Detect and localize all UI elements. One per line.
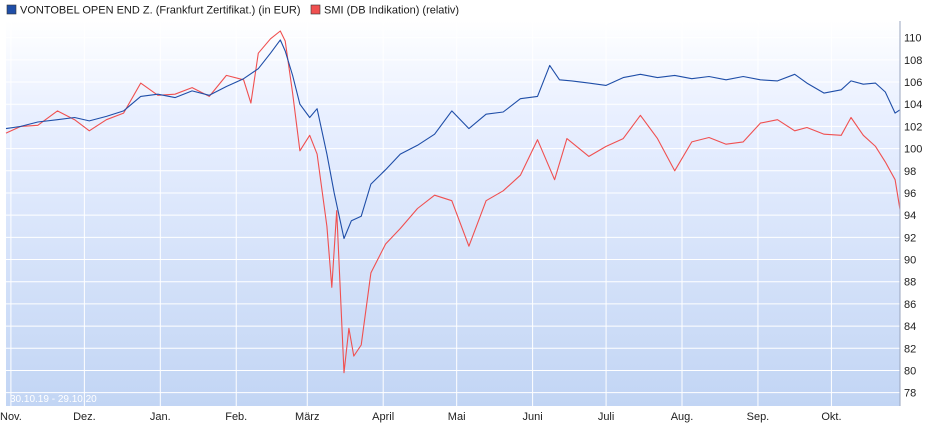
x-tick-label: Juni	[523, 411, 543, 423]
date-range-label: 30.10.19 - 29.10.20	[10, 394, 97, 405]
y-tick-label: 96	[904, 188, 916, 200]
y-tick-label: 82	[904, 343, 916, 355]
y-tick-label: 108	[904, 55, 922, 67]
x-tick-label: Juli	[598, 411, 615, 423]
y-tick-label: 92	[904, 232, 916, 244]
x-tick-label: Nov.	[0, 411, 22, 423]
x-tick-label: April	[372, 411, 394, 423]
y-tick-label: 88	[904, 277, 916, 289]
legend: VONTOBEL OPEN END Z. (Frankfurt Zertifik…	[6, 4, 459, 17]
y-tick-label: 84	[904, 321, 916, 333]
y-tick-label: 98	[904, 166, 916, 178]
y-axis: 78 80 82 84 86 88 90 92 94 96 98 100 102 104 106 108 110	[899, 21, 922, 406]
y-tick-label: 100	[904, 144, 922, 156]
x-tick-label: Sep.	[747, 411, 770, 423]
x-tick-label: Okt.	[821, 411, 841, 423]
legend-swatch-smi	[310, 4, 321, 15]
plot-background	[6, 21, 900, 406]
series-line-smi	[5, 30, 901, 374]
y-tick-label: 102	[904, 121, 922, 133]
legend-swatch-vontobel	[6, 4, 17, 15]
x-tick-label: Feb.	[225, 411, 247, 423]
x-tick-label: März	[295, 411, 319, 423]
legend-label-smi: SMI (DB Indikation) (relativ)	[324, 5, 459, 17]
legend-label-vontobel: VONTOBEL OPEN END Z. (Frankfurt Zertifik…	[20, 5, 301, 17]
y-tick-label: 104	[904, 99, 922, 111]
y-tick-label: 78	[904, 388, 916, 400]
series-lines	[5, 30, 901, 374]
y-tick-label: 90	[904, 255, 916, 267]
y-tick-label: 86	[904, 299, 916, 311]
x-tick-label: Aug.	[671, 411, 694, 423]
y-tick-label: 110	[904, 33, 922, 45]
y-tick-label: 106	[904, 77, 922, 89]
x-axis: Nov. Dez. Jan. Feb. März April Mai Juni Juli Aug.…	[0, 411, 842, 423]
grid	[6, 21, 900, 406]
x-tick-label: Mai	[448, 411, 466, 423]
y-tick-label: 94	[904, 210, 916, 222]
x-tick-label: Dez.	[73, 411, 96, 423]
y-tick-label: 80	[904, 365, 916, 377]
series-line-vontobel	[5, 39, 901, 240]
x-tick-label: Jan.	[150, 411, 171, 423]
